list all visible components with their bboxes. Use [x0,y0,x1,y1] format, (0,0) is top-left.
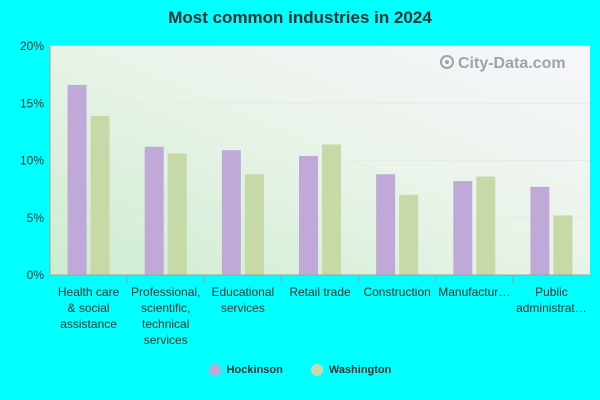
category-labels: Health care & social assistanceProfessiona… [58,285,587,347]
bar-hockinson [530,186,550,275]
y-tick-label: 10% [20,154,44,168]
legend-label: Washington [328,364,392,376]
gridlines [50,45,590,219]
bar-washington [167,153,187,275]
bar-washington [90,115,110,275]
bar-washington [476,176,496,275]
category-label: Public administrat… [516,285,587,315]
y-tick-label: 0% [27,268,45,282]
watermark: City-Data.com [440,55,566,72]
category-label: Manufactur… [438,285,510,299]
legend-item-washington: Washington [310,364,392,376]
bar-hockinson [453,181,473,275]
y-tick-label: 15% [20,96,44,110]
category-label: Professional, scientific, technical service… [131,285,200,347]
legend-swatch [310,364,323,376]
category-label: Educational services [211,285,274,315]
bars [67,84,573,276]
y-tick-label: 20% [20,39,44,53]
chart-title: Most common industries in 2024 [168,8,432,27]
bar-hockinson [67,84,87,276]
legend-label: Hockinson [226,364,283,376]
bar-hockinson [299,155,318,275]
bar-hockinson [144,146,164,275]
legend-item-hockinson: Hockinson [208,364,283,376]
bar-washington [244,174,264,275]
category-label: Health care & social assistance [58,285,120,331]
bar-hockinson [376,174,396,275]
legend-swatch [208,364,221,376]
category-label: Retail trade [289,285,351,299]
bar-washington [399,194,419,275]
category-label: Construction [363,285,430,299]
axes: 0% 5% 10% 15% 20% [20,39,590,283]
legend: Hockinson Washington [0,364,600,376]
svg-text:City-Data.com: City-Data.com [458,55,566,72]
bar-washington [553,215,573,275]
bar-hockinson [221,150,241,275]
y-tick-label: 5% [27,211,45,225]
bar-washington [322,144,341,275]
